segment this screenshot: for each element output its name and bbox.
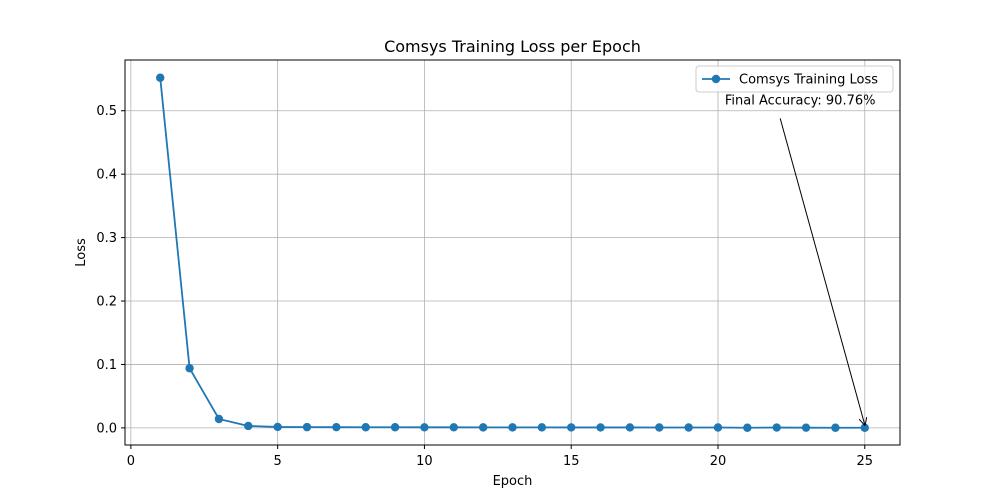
data-point xyxy=(244,421,253,431)
data-point xyxy=(655,423,664,432)
data-point xyxy=(390,423,400,432)
data-point xyxy=(449,423,458,432)
x-tick-label: 10 xyxy=(416,454,433,469)
y-tick-label: 0.2 xyxy=(96,295,117,310)
data-point xyxy=(537,423,547,432)
legend-box xyxy=(695,65,894,93)
data-point xyxy=(713,423,723,432)
data-point xyxy=(743,423,752,432)
data-point xyxy=(156,73,165,82)
grid xyxy=(125,60,900,445)
data-point xyxy=(831,423,840,432)
annotation-arrow xyxy=(779,118,865,424)
x-tick-label: 5 xyxy=(274,454,282,469)
data-point xyxy=(361,423,370,432)
axis-ticks: 0 5 10 15 20 25 0.0 0.1 0.2 0.3 0.4 0.5 xyxy=(96,104,873,469)
annotation-layer: Final Accuracy: 90.76% xyxy=(725,93,876,424)
y-axis-label: Loss xyxy=(74,238,89,267)
data-point xyxy=(596,423,605,432)
chart-title: Comsys Training Loss per Epoch xyxy=(384,37,641,56)
legend: Comsys Training Loss xyxy=(695,65,894,93)
x-axis-label: Epoch xyxy=(493,474,533,489)
x-tick-label: 20 xyxy=(710,454,727,469)
plot-area-frame xyxy=(124,59,901,446)
x-tick-label: 15 xyxy=(563,454,580,469)
series-layer xyxy=(156,73,869,432)
data-point xyxy=(214,414,224,424)
data-point xyxy=(684,423,693,432)
data-point xyxy=(478,423,488,432)
data-point xyxy=(420,423,429,432)
legend-marker-swatch xyxy=(711,74,721,84)
data-point xyxy=(508,423,517,432)
x-tick-label: 25 xyxy=(856,454,873,469)
series-line xyxy=(159,77,865,429)
data-point xyxy=(273,422,282,432)
x-tick-label: 0 xyxy=(127,454,135,469)
data-point xyxy=(332,422,341,432)
y-tick-label: 0.5 xyxy=(96,104,117,119)
data-point xyxy=(625,423,635,432)
data-point xyxy=(772,423,781,432)
y-tick-label: 0.0 xyxy=(96,421,117,436)
y-tick-label: 0.1 xyxy=(96,358,117,373)
y-tick-label: 0.3 xyxy=(96,231,117,246)
data-point xyxy=(302,422,312,432)
annotation-text: Final Accuracy: 90.76% xyxy=(725,93,876,108)
legend-label: Comsys Training Loss xyxy=(739,73,878,88)
data-point xyxy=(860,423,869,432)
data-point xyxy=(801,423,811,432)
y-tick-label: 0.4 xyxy=(96,168,117,183)
data-point xyxy=(567,423,576,432)
data-point xyxy=(185,364,194,373)
